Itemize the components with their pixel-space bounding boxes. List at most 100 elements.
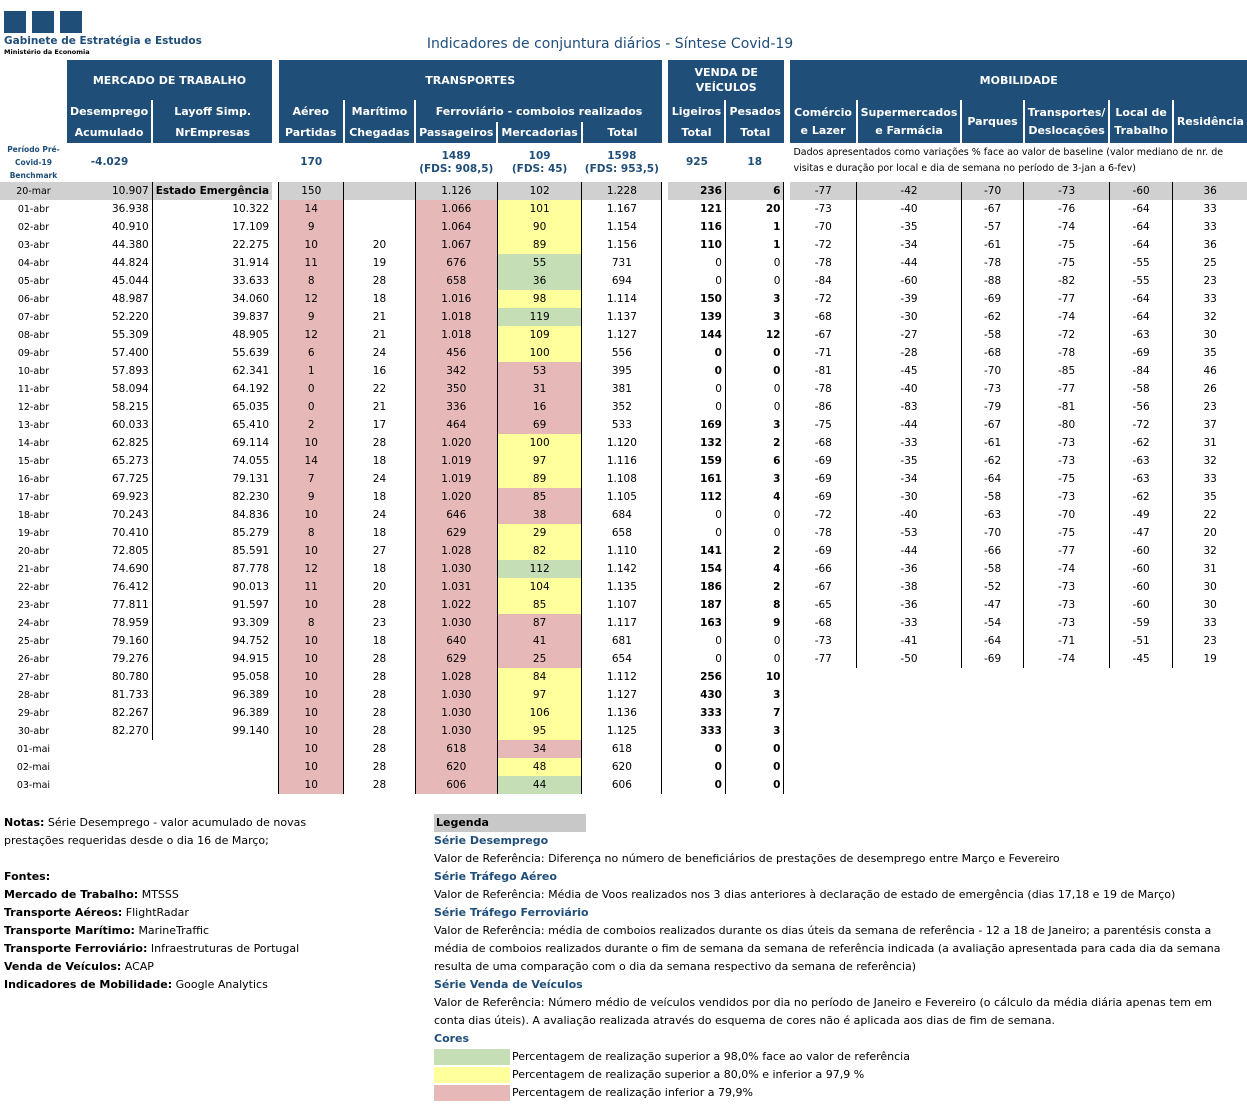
section-transport: TRANSPORTES [278,60,662,100]
cell-passageiros: 629 [415,524,498,542]
cell-mercadorias: 84 [496,668,583,686]
cell-pesados: 0 [725,380,785,398]
cell-passageiros: 640 [415,632,498,650]
cell-desemprego: 48.987 [66,290,153,308]
cell-mobility [857,758,962,776]
cell-mobility: 26 [1203,383,1217,395]
cell-mobility: -83 [856,398,962,416]
cell-passageiros: 1.016 [415,290,498,308]
cell-ligeiros: 154 [668,560,726,578]
cell-mobility: 30 [1203,599,1217,611]
cell-pesados: 0 [725,740,785,758]
cell-mobility [1109,668,1172,686]
cell-total: 1.110 [581,542,663,560]
cell-passageiros: 1.028 [415,542,498,560]
cell-mobility: 33 [1203,473,1217,485]
table-row: 06-abr 48.987 34.060 12 18 1.016 98 1.114 150 3 -7… [0,290,1247,308]
cell-pesados: 9 [725,614,785,632]
legend-s2-text: Valor de Referência: Média de Voos reali… [434,888,1176,901]
cell-chegadas: 18 [343,524,416,542]
cell-ligeiros: 333 [668,704,726,722]
cell-pesados: 3 [725,470,785,488]
source-key: Mercado de Trabalho: [4,888,139,901]
cell-mobility: -69 [790,488,858,506]
cell-mobility: -69 [790,542,858,560]
cell-layoff: 31.914 [232,257,270,269]
table-row: 27-abr 80.780 95.058 10 28 1.028 84 1.112 256 10 [0,668,1247,686]
cell-partidas: 10 [278,632,344,650]
cell-chegadas: 24 [343,470,416,488]
cell-layoff: 64.192 [232,383,270,395]
cell-partidas: 10 [278,740,344,758]
cell-mobility: 36 [1172,182,1247,200]
cell-mercadorias: 95 [496,722,583,740]
row-date: 27-abr [17,671,50,683]
benchmark-partidas: 170 [300,156,323,168]
cell-mercadorias: 16 [496,398,583,416]
cell-pesados: 4 [725,560,785,578]
table-row: 10-abr 57.893 62.341 1 16 342 53 395 0 0 -81 -45 -70… [0,362,1247,380]
cell-mobility: -78 [1023,344,1110,362]
cell-mobility: -59 [1109,614,1174,632]
cell-mobility: 46 [1203,365,1217,377]
cell-mobility: -76 [1023,200,1110,218]
cell-layoff: 34.060 [232,293,270,305]
cell-mobility: -68 [790,434,858,452]
cell-chegadas [343,200,416,218]
cell-ligeiros: 0 [668,362,726,380]
legend-s3-title: Série Tráfego Ferroviário [434,906,589,919]
cell-desemprego: 81.733 [66,686,153,704]
cell-mobility: -33 [856,614,962,632]
cell-layoff: 74.055 [232,455,270,467]
cell-mobility: -72 [790,290,858,308]
notas-text: Série Desemprego - valor acumulado de no… [4,816,307,847]
source-item: Transporte Aéreos: FlightRadar [4,904,324,922]
logo-square [60,11,82,33]
cell-mobility: 31 [1203,563,1217,575]
cell-partidas: 10 [278,650,344,668]
cell-mobility: -78 [790,380,858,398]
table-row: 29-abr 82.267 96.389 10 28 1.030 106 1.136 333 7 [0,704,1247,722]
cell-partidas: 10 [278,704,344,722]
table-row: 02-abr 40.910 17.109 9 1.064 90 1.154 116 1 -70 -3… [0,218,1247,236]
cell-partidas: 12 [278,560,344,578]
cell-passageiros: 1.067 [415,236,498,254]
cell-partidas: 10 [278,722,344,740]
cell-mobility: -68 [790,308,858,326]
cell-total: 1.107 [581,596,663,614]
cell-passageiros: 1.019 [415,470,498,488]
cell-total: 395 [581,362,663,380]
cell-mobility: -73 [1023,434,1110,452]
cell-mercadorias: 109 [496,326,583,344]
cell-mobility: -63 [1109,326,1174,344]
cell-mobility: 23 [1203,275,1217,287]
cell-mobility: -34 [856,236,962,254]
col-passageiros: Passageiros [414,122,498,143]
cell-desemprego: 82.267 [66,704,153,722]
cell-ligeiros: 0 [668,650,726,668]
cell-mobility: -75 [1023,254,1110,272]
cell-mobility: -64 [1109,200,1174,218]
row-date: 30-abr [17,725,50,737]
cell-mobility: 32 [1203,311,1217,323]
row-date: 04-abr [17,257,50,269]
col-mercadorias: Mercadorias [496,122,582,143]
cell-mercadorias: 100 [496,434,583,452]
cell-mobility: -70 [961,362,1025,380]
cell-mercadorias: 29 [496,524,583,542]
cell-chegadas: 24 [343,344,416,362]
cell-layoff: 79.131 [232,473,270,485]
cell-mobility: -77 [1023,380,1110,398]
cell-pesados: 1 [725,218,785,236]
cell-mobility: -64 [961,470,1025,488]
cell-mobility [961,776,1023,794]
cell-mobility: -47 [961,596,1025,614]
col-parques: Parques [960,100,1024,143]
cell-mobility: -73 [790,200,858,218]
col-ligeiros: Ligeiros [668,100,726,122]
cell-partidas: 12 [278,326,344,344]
cell-partidas: 9 [278,308,344,326]
cell-mobility: -51 [1109,632,1174,650]
cell-total: 681 [581,632,663,650]
table-row: 24-abr 78.959 93.309 8 23 1.030 87 1.117 163 9 -68… [0,614,1247,632]
